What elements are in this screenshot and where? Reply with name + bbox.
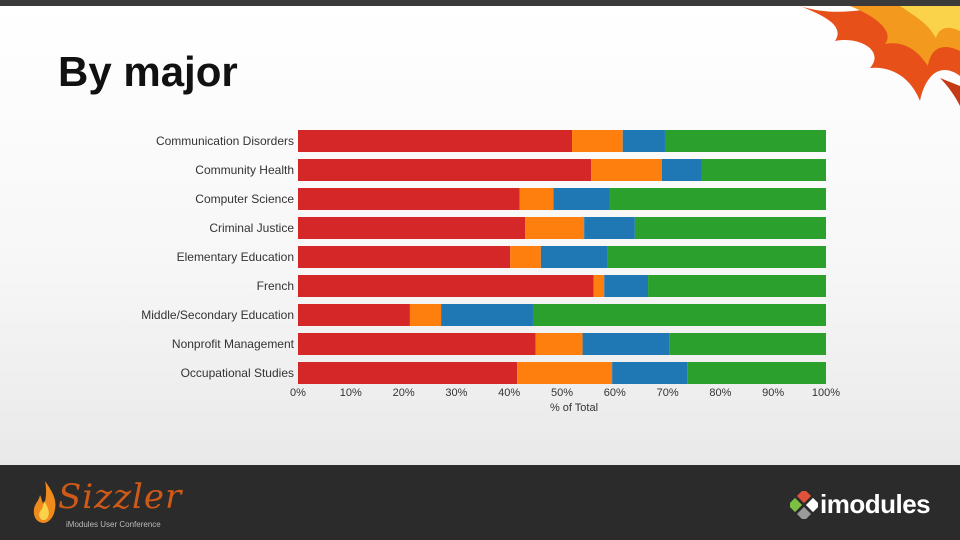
bar-segment bbox=[441, 304, 533, 326]
bar-segment bbox=[517, 362, 613, 384]
x-tick-label: 50% bbox=[551, 387, 573, 399]
bar-segment bbox=[607, 246, 826, 268]
bar-segment bbox=[593, 275, 605, 297]
bar-segment bbox=[609, 188, 826, 210]
bar-segment bbox=[525, 217, 585, 239]
category-label: Middle/Secondary Education bbox=[141, 308, 294, 322]
sizzler-logo: Sizzler iModules User Conference bbox=[30, 475, 190, 533]
category-label: Community Health bbox=[195, 163, 294, 177]
x-tick-label: 0% bbox=[290, 387, 306, 399]
bar-segment bbox=[584, 217, 635, 239]
bar-segment bbox=[701, 159, 826, 181]
stacked-bar-chart: Communication Disorders Community Health C… bbox=[141, 130, 840, 414]
bar-segment bbox=[572, 130, 623, 152]
x-tick-label: 100% bbox=[812, 387, 840, 399]
bar-segment bbox=[298, 217, 526, 239]
imodules-wordmark: imodules bbox=[820, 489, 931, 519]
bar-segment bbox=[298, 333, 536, 355]
category-label: Computer Science bbox=[195, 192, 294, 206]
bar-segment bbox=[298, 130, 573, 152]
bar-segment bbox=[648, 275, 826, 297]
bar-segment bbox=[661, 159, 702, 181]
x-tick-label: 80% bbox=[709, 387, 731, 399]
bar-segment bbox=[298, 188, 520, 210]
category-label: Communication Disorders bbox=[156, 134, 294, 148]
bar-segment bbox=[553, 188, 610, 210]
bar-segment bbox=[669, 333, 826, 355]
bar-segment bbox=[664, 130, 826, 152]
sizzler-wordmark: Sizzler bbox=[58, 477, 183, 517]
page-title: By major bbox=[58, 48, 238, 95]
bar-segment bbox=[634, 217, 826, 239]
x-tick-label: 10% bbox=[340, 387, 362, 399]
sizzler-subtitle: iModules User Conference bbox=[66, 520, 161, 529]
imodules-logo: imodules bbox=[790, 487, 940, 521]
bar-segment bbox=[622, 130, 665, 152]
bar-segment bbox=[612, 362, 688, 384]
bar-segment bbox=[604, 275, 649, 297]
top-bar bbox=[0, 0, 960, 6]
bar-segment bbox=[540, 246, 608, 268]
x-tick-label: 30% bbox=[445, 387, 467, 399]
bar-segment bbox=[519, 188, 554, 210]
imodules-mark-icon bbox=[790, 491, 818, 519]
bar-segment bbox=[510, 246, 541, 268]
x-tick-label: 60% bbox=[604, 387, 626, 399]
flame-decoration-icon bbox=[800, 6, 960, 106]
bar-segment bbox=[535, 333, 583, 355]
bar-segment bbox=[298, 304, 410, 326]
category-label: Nonprofit Management bbox=[172, 337, 295, 351]
x-tick-label: 20% bbox=[393, 387, 415, 399]
bar-segment bbox=[298, 246, 511, 268]
bar-segment bbox=[591, 159, 662, 181]
bar-segment bbox=[687, 362, 826, 384]
bar-segment bbox=[298, 275, 594, 297]
category-label: Elementary Education bbox=[177, 250, 294, 264]
bar-segment bbox=[298, 159, 592, 181]
bar-segment bbox=[409, 304, 442, 326]
category-label: Occupational Studies bbox=[181, 366, 294, 380]
flame-logo-icon bbox=[33, 481, 56, 523]
footer: Sizzler iModules User Conference imodule… bbox=[0, 465, 960, 540]
bar-segment bbox=[582, 333, 670, 355]
bar-segment bbox=[298, 362, 518, 384]
category-label: Criminal Justice bbox=[209, 221, 294, 235]
category-label: French bbox=[257, 279, 294, 293]
bar-segment bbox=[532, 304, 826, 326]
x-tick-label: 40% bbox=[498, 387, 520, 399]
x-axis-title: % of Total bbox=[550, 402, 598, 414]
x-tick-label: 90% bbox=[762, 387, 784, 399]
x-tick-label: 70% bbox=[657, 387, 679, 399]
